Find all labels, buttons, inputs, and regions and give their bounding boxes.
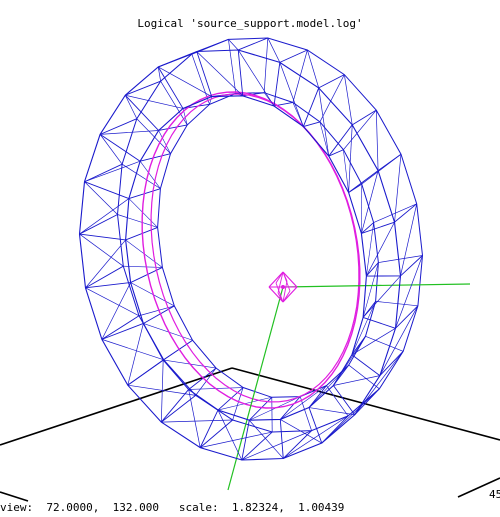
- floor-axes: [0, 368, 500, 501]
- ring-front-diagonal: [349, 125, 353, 193]
- ring-front-face-edge: [125, 95, 158, 130]
- ring-back-face-edge: [320, 75, 344, 122]
- viewer-title: Logical 'source_support.model.log': [0, 17, 500, 30]
- ring-outer-edge: [161, 395, 195, 422]
- ring-front-face-edge: [352, 355, 380, 376]
- ring-inner-diagonal: [343, 150, 348, 193]
- ring-outer-edge: [85, 266, 123, 288]
- ring-back-face-edge: [164, 340, 193, 360]
- ring-back-face-edge: [264, 38, 268, 93]
- ring-front-face-edge: [161, 389, 188, 422]
- inner-ring: [142, 92, 360, 408]
- ring-front-face-edge: [303, 88, 318, 127]
- ring-outer-diagonal: [161, 420, 232, 422]
- ring-front-face-edge: [280, 419, 283, 458]
- ring-front-face-edge: [85, 182, 129, 199]
- ring-outer-diagonal: [242, 431, 312, 460]
- ring-outer-diagonal: [128, 385, 196, 395]
- ring-outer-diagonal: [380, 306, 418, 376]
- ring-front-diagonal: [85, 161, 141, 181]
- ring-outer-diagonal: [200, 432, 272, 448]
- status-bar: view: 72.0000, 132.000 scale: 1.82324, 1…: [0, 501, 500, 514]
- ring-outer-edge: [158, 54, 192, 67]
- ring-front-diagonal: [125, 95, 183, 108]
- ring-outer-edge: [238, 38, 268, 50]
- ring-front-face-edge: [200, 410, 218, 448]
- floor-axis-bottom-left: [0, 492, 28, 501]
- inner-ring-inner-line: [151, 94, 359, 402]
- view-label: view:: [0, 501, 33, 514]
- ring-outer-edge: [280, 50, 308, 62]
- ring-outer-diagonal: [283, 416, 348, 459]
- view-values: 72.0000, 132.000: [46, 501, 159, 514]
- ring-outer-edge: [125, 81, 160, 95]
- ring-outer-edge: [352, 110, 376, 125]
- ring-inner-edge: [303, 122, 320, 127]
- ring-front-diagonal: [361, 171, 378, 234]
- ring-outer-diagonal: [400, 204, 416, 276]
- inner-ring-outer-line: [142, 92, 360, 408]
- ring-outer-diagonal: [376, 110, 378, 170]
- ring-outer-edge: [80, 214, 118, 234]
- ring-inner-edge: [140, 154, 170, 162]
- source-marker-center: [281, 285, 285, 289]
- ring-front-face-edge: [274, 62, 280, 106]
- ring-front-diagonal: [189, 389, 201, 447]
- ring-front-face-edge: [100, 134, 140, 161]
- ring-outer-edge: [378, 154, 401, 170]
- ring-outer-edge: [283, 431, 311, 459]
- ring-front-diagonal: [80, 199, 129, 235]
- ring-outer-edge: [197, 39, 229, 51]
- ring-inner-edge: [159, 125, 188, 131]
- scale-values: 1.82324, 1.00439: [232, 501, 345, 514]
- ring-outer-edge: [200, 420, 232, 448]
- ring-outer-diagonal: [322, 389, 380, 443]
- scale-label: scale:: [179, 501, 219, 514]
- ring-front-diagonal: [280, 62, 304, 126]
- source-marker: [269, 272, 297, 302]
- ring-front-diagonal: [238, 50, 274, 106]
- ring-front-diagonal: [102, 283, 131, 340]
- ring-front-face-edge: [158, 67, 183, 108]
- ring-outer-diagonal: [85, 182, 118, 215]
- ring-back-face-edge: [161, 81, 188, 125]
- ring-outer-diagonal: [125, 95, 137, 118]
- ring-wireframe-front: [80, 38, 423, 460]
- ring-front-face-edge: [85, 283, 130, 288]
- ring-back-face-edge: [376, 301, 418, 305]
- ring-outer-edge: [85, 164, 123, 182]
- source-marker-edge: [283, 272, 297, 287]
- ring-back-face-edge: [300, 397, 311, 431]
- ring-front-face-edge: [238, 50, 243, 96]
- axis-corner-label: 45: [489, 488, 500, 501]
- ring-outer-diagonal: [100, 134, 122, 164]
- ring-outer-edge: [322, 416, 348, 443]
- ring-outer-edge: [319, 75, 345, 88]
- ring-inner-diagonal: [309, 365, 349, 407]
- ring-front-diagonal: [249, 420, 283, 458]
- ring-front-diagonal: [309, 408, 355, 415]
